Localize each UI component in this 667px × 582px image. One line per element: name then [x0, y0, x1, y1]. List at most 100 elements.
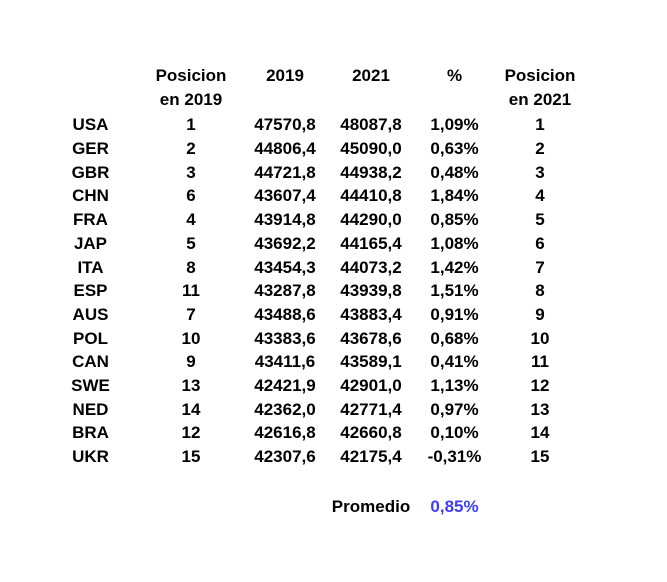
pos-2021-value: 8: [535, 281, 545, 301]
pct-change-value: 1,09%: [430, 115, 479, 135]
value-2021: 42660,8: [340, 423, 402, 443]
pos-2021-value: 5: [535, 210, 545, 230]
value-2021: 45090,0: [340, 139, 402, 159]
country-label: AUS: [72, 304, 109, 324]
ranking-table: Posicion 2019 2021 % Posicion en 2019 en…: [40, 64, 584, 519]
country-label: BRA: [72, 423, 109, 443]
pct-change-value: -0,31%: [427, 447, 482, 466]
pct-change-value: 0,85%: [430, 210, 479, 230]
pos-2021-value: 13: [530, 399, 550, 419]
pos-2021-value: 3: [535, 162, 545, 182]
country-label: GBR: [71, 162, 110, 182]
value-2019: 44806,4: [254, 139, 316, 159]
value-2021: 44165,4: [340, 233, 402, 253]
table-row: NED 14 42362,0 42771,4 0,97% 13: [40, 398, 584, 422]
value-2021: 42901,0: [340, 375, 402, 395]
value-2019: 42307,6: [254, 447, 316, 466]
value-2021: 43939,8: [340, 281, 402, 301]
pos-2021-value: 14: [530, 423, 550, 443]
pos-2021-value: 1: [535, 115, 545, 135]
pos-2021-value: 12: [530, 375, 550, 395]
table-row: POL 10 43383,6 43678,6 0,68% 10: [40, 327, 584, 351]
pos-2019-header-line1: Posicion: [155, 66, 227, 85]
table-row: SWE 13 42421,9 42901,0 1,13% 12: [40, 374, 584, 398]
value-2021: 44410,8: [340, 186, 402, 206]
value-2019: 42421,9: [254, 375, 316, 395]
value-2019: 43914,8: [254, 210, 316, 230]
table-row: CAN 9 43411,6 43589,1 0,41% 11: [40, 350, 584, 374]
country-label: CAN: [72, 352, 109, 372]
pct-change-value: 0,63%: [430, 139, 479, 159]
average-label: Promedio: [331, 497, 411, 517]
year-2021-header: 2021: [352, 66, 390, 85]
pct-change-value: 1,51%: [430, 281, 479, 301]
country-label: FRA: [73, 210, 108, 230]
pos-2021-header-line2: en 2021: [508, 89, 572, 109]
value-2021: 43589,1: [340, 352, 402, 372]
value-2019: 43607,4: [254, 186, 316, 206]
summary-row: Promedio 0,85%: [40, 495, 584, 519]
pct-change-value: 1,13%: [430, 375, 479, 395]
value-2021: 42771,4: [340, 399, 402, 419]
pos-2019-value: 9: [186, 352, 196, 372]
country-label: SWE: [71, 375, 110, 395]
pos-2021-value: 9: [535, 304, 545, 324]
table-row: ESP 11 43287,8 43939,8 1,51% 8: [40, 279, 584, 303]
pos-2019-header-line2: en 2019: [159, 89, 223, 109]
pos-2019-value: 5: [186, 233, 196, 253]
pct-header: %: [446, 66, 463, 85]
pct-change-value: 0,41%: [430, 352, 479, 372]
country-label: ITA: [77, 257, 104, 277]
pos-2019-value: 1: [186, 115, 196, 135]
value-2021: 44073,2: [340, 257, 402, 277]
pct-change-value: 0,48%: [430, 162, 479, 182]
country-label: USA: [72, 115, 109, 135]
pos-2021-value: 4: [535, 186, 545, 206]
pos-2021-value: 2: [535, 139, 545, 159]
value-2021: 44290,0: [340, 210, 402, 230]
pct-change-value: 0,68%: [430, 328, 479, 348]
pos-2019-value: 13: [181, 375, 201, 395]
value-2021: 43883,4: [340, 304, 402, 324]
value-2019: 43383,6: [254, 328, 316, 348]
year-2019-header: 2019: [266, 66, 304, 85]
pos-2019-value: 11: [182, 281, 200, 301]
table-body: USA 1 47570,8 48087,8 1,09% 1 GER 2 4480…: [40, 113, 584, 468]
pos-2019-value: 3: [186, 162, 196, 182]
value-2021: 43678,6: [340, 328, 402, 348]
value-2019: 42362,0: [254, 399, 316, 419]
country-column-header: [40, 64, 141, 88]
pos-2019-value: 12: [181, 423, 201, 443]
table-row: BRA 12 42616,8 42660,8 0,10% 14: [40, 421, 584, 445]
table-row: USA 1 47570,8 48087,8 1,09% 1: [40, 113, 584, 137]
value-2019: 43488,6: [254, 304, 316, 324]
header-row-line2: en 2019 en 2021: [40, 88, 584, 112]
country-label: JAP: [73, 233, 108, 253]
value-2021: 44938,2: [340, 162, 402, 182]
country-label: CHN: [72, 186, 109, 206]
pos-2021-value: 11: [531, 352, 549, 372]
table-row: AUS 7 43488,6 43883,4 0,91% 9: [40, 303, 584, 327]
table-row: GER 2 44806,4 45090,0 0,63% 2: [40, 137, 584, 161]
table-row: UKR 15 42307,6 42175,4 -0,31% 15: [40, 445, 584, 469]
country-label: NED: [72, 399, 109, 419]
pos-2021-header-line1: Posicion: [504, 66, 576, 85]
table-row: FRA 4 43914,8 44290,0 0,85% 5: [40, 208, 584, 232]
value-2019: 47570,8: [254, 115, 316, 135]
pos-2019-value: 7: [186, 304, 196, 324]
pos-2019-value: 14: [181, 399, 201, 419]
value-2019: 42616,8: [254, 423, 316, 443]
pos-2019-value: 4: [186, 210, 196, 230]
country-label: UKR: [72, 447, 109, 466]
value-2019: 43692,2: [254, 233, 316, 253]
country-label: GER: [72, 139, 109, 159]
pos-2019-value: 15: [181, 447, 201, 466]
pos-2021-value: 6: [535, 233, 545, 253]
value-2019: 43287,8: [254, 281, 316, 301]
pct-change-value: 0,91%: [430, 304, 479, 324]
table-row: JAP 5 43692,2 44165,4 1,08% 6: [40, 232, 584, 256]
average-value: 0,85%: [430, 497, 479, 517]
value-2019: 43454,3: [254, 257, 316, 277]
table-row: CHN 6 43607,4 44410,8 1,84% 4: [40, 184, 584, 208]
pos-2021-value: 7: [535, 257, 545, 277]
